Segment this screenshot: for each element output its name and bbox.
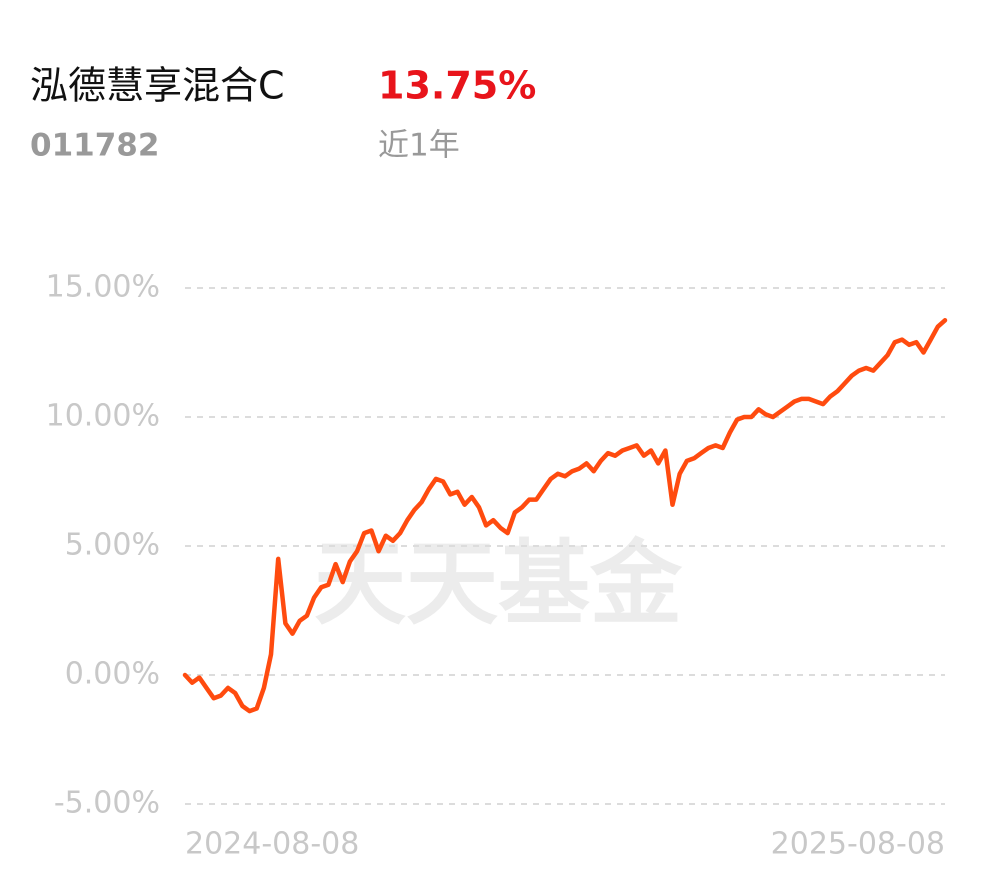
y-tick-label: -5.00% bbox=[54, 786, 160, 821]
y-tick-label: 5.00% bbox=[65, 528, 160, 563]
fund-code: 011782 bbox=[30, 128, 159, 164]
x-tick-label: 2025-08-08 bbox=[771, 827, 945, 862]
line bbox=[182, 318, 948, 714]
y-tick-label: 10.00% bbox=[46, 399, 160, 434]
chart-title: 泓德慧享混合C bbox=[30, 64, 285, 108]
period: 近1年 bbox=[378, 128, 460, 164]
headline-value: 13.75% bbox=[378, 64, 536, 108]
y-tick-label: 15.00% bbox=[46, 270, 160, 305]
y-tick-label: 0.00% bbox=[65, 657, 160, 692]
x-tick-label: 2024-08-08 bbox=[185, 827, 359, 862]
